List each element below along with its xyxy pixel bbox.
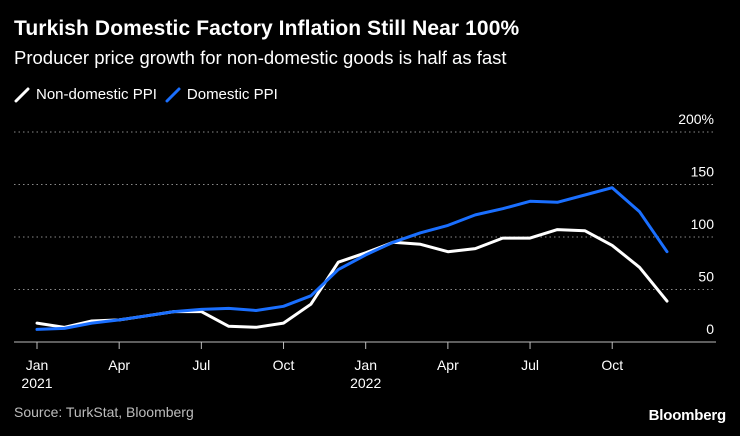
series-line-domestic-ppi (35, 186, 669, 331)
y-tick-label: 50 (698, 269, 714, 285)
legend-swatch-domestic (165, 87, 181, 102)
legend-item-non-domestic: Non-domestic PPI (14, 86, 157, 103)
x-tick-label: Oct (273, 357, 295, 373)
x-tick-label: Apr (437, 357, 459, 373)
y-tick-label: 200% (678, 111, 714, 127)
legend-label-domestic: Domestic PPI (186, 86, 278, 103)
legend-swatch-non-domestic (14, 87, 30, 102)
series-line-non-domestic-ppi (35, 228, 669, 329)
bloomberg-logo: Bloomberg (648, 407, 727, 424)
chart-title: Turkish Domestic Factory Inflation Still… (14, 17, 520, 40)
x-year-label: 2022 (350, 375, 381, 391)
chart-legend: Non-domestic PPI Domestic PPI (14, 86, 286, 103)
x-tick-label: Apr (108, 357, 130, 373)
x-tick-label: Jul (192, 357, 210, 373)
chart-subtitle: Producer price growth for non-domestic g… (14, 47, 507, 68)
x-tick-label: Oct (601, 357, 623, 373)
source-note: Source: TurkStat, Bloomberg (14, 404, 194, 420)
x-tick-label: Jan (354, 357, 377, 373)
legend-label-non-domestic: Non-domestic PPI (36, 86, 157, 103)
x-tick-label: Jul (521, 357, 539, 373)
legend-item-domestic: Domestic PPI (165, 86, 278, 103)
y-tick-label: 100 (691, 216, 715, 232)
x-year-label: 2021 (21, 375, 52, 391)
y-tick-label: 0 (706, 321, 714, 337)
x-tick-label: Jan (26, 357, 49, 373)
y-tick-label: 150 (691, 164, 715, 180)
